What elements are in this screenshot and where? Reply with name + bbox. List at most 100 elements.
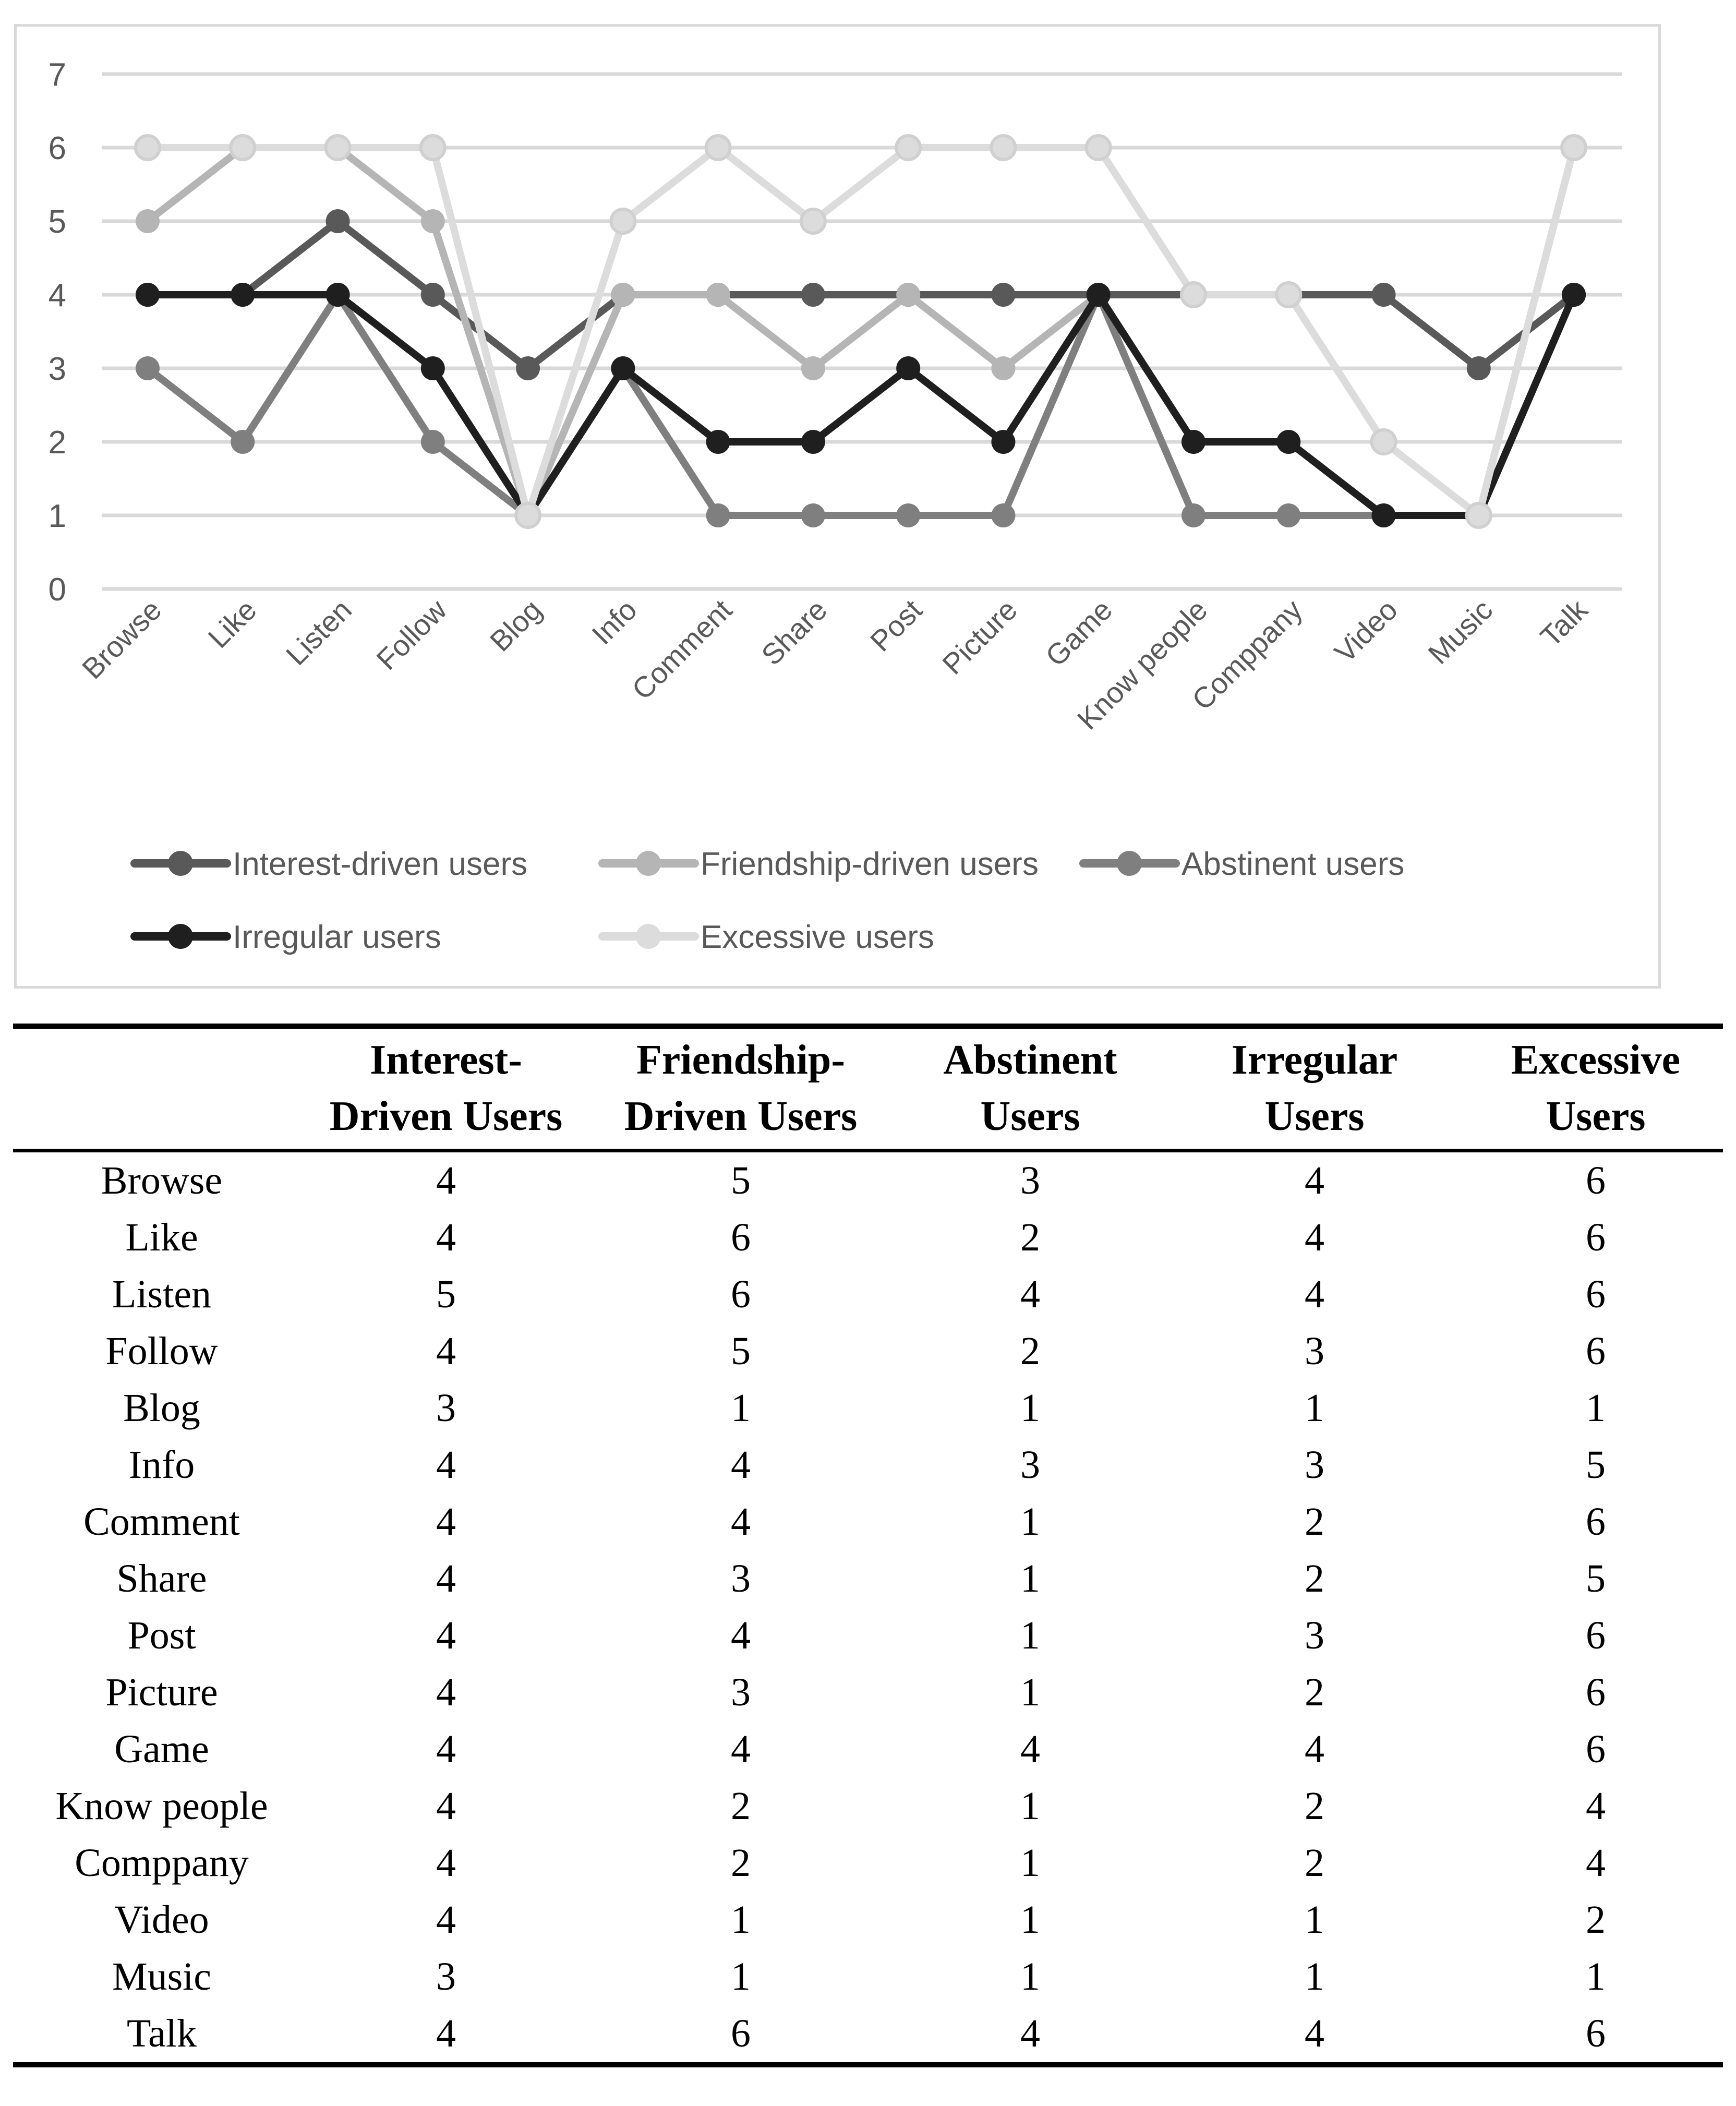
- table-cell: 4: [1586, 1841, 1606, 1885]
- table-row-label: Post: [127, 1614, 196, 1657]
- data-point-marker: [611, 283, 635, 307]
- table-cell: 4: [436, 1216, 456, 1259]
- table-header-line2: Driven Users: [624, 1093, 858, 1139]
- table-cell: 3: [1020, 1443, 1040, 1487]
- x-axis-category-label: Music: [1421, 593, 1499, 670]
- data-point-marker: [136, 356, 160, 380]
- data-point-marker: [514, 502, 542, 529]
- table-cell: 4: [436, 2012, 456, 2055]
- table-header-cell: Abstinent Users: [900, 1032, 1161, 1145]
- table-header-empty-cell: [13, 1032, 310, 1145]
- table-cell: 4: [731, 1614, 751, 1657]
- x-axis-category-label: Browse: [76, 593, 168, 685]
- table-top-rule: [13, 1024, 1723, 1029]
- table-cell: 1: [1305, 1898, 1324, 1942]
- table-header-line2: Users: [1264, 1093, 1365, 1139]
- line-chart-canvas: 0 1 2 3 4 5 6 7 Browse Like Listen Follow Blog InfoCo…: [49, 57, 1622, 955]
- table-cell: 2: [1020, 1216, 1040, 1259]
- table-cell: 3: [1305, 1329, 1324, 1373]
- table-cell: 2: [731, 1841, 751, 1885]
- y-axis-tick-label: 3: [49, 351, 66, 387]
- table-cell: 1: [1305, 1386, 1324, 1430]
- table-cell: 1: [1020, 1614, 1040, 1657]
- y-axis-tick-label: 7: [49, 57, 66, 93]
- data-point-marker: [1181, 503, 1205, 527]
- series-line: [148, 291, 1577, 519]
- x-axis-category-label: Info: [585, 593, 643, 651]
- table-row: Comppany 4 2 1 2 4: [13, 1835, 1723, 1892]
- table-row: Share 4 3 1 2 5: [13, 1550, 1723, 1607]
- table-cell: 2: [731, 1784, 751, 1828]
- table-cell: 1: [1020, 1955, 1040, 1999]
- table-cell: 2: [1586, 1898, 1606, 1942]
- table-cell: 6: [1586, 1216, 1606, 1259]
- table-cell: 4: [436, 1898, 456, 1942]
- table-cell: 5: [731, 1159, 751, 1202]
- table-row-label: Info: [128, 1443, 195, 1487]
- table-cell: 4: [1586, 1784, 1606, 1828]
- table-cell: 4: [1305, 1272, 1324, 1316]
- table-header-cell: Irregular Users: [1161, 1032, 1468, 1145]
- table-cell: 3: [731, 1670, 751, 1714]
- legend-marker-swatch: [636, 924, 661, 949]
- table-cell: 3: [436, 1386, 456, 1430]
- table-cell: 2: [1305, 1557, 1324, 1600]
- x-axis-category-label: Post: [864, 593, 929, 658]
- x-axis-category-label: Picture: [936, 593, 1023, 681]
- table-header-line1: Friendship-: [636, 1037, 846, 1083]
- table-header-line1: Excessive: [1511, 1037, 1681, 1083]
- table-cell: 4: [1020, 1272, 1040, 1316]
- table-row: Blog 3 1 1 1 1: [13, 1380, 1723, 1437]
- data-point-marker: [706, 283, 730, 307]
- table-row: Comment 4 4 1 2 6: [13, 1494, 1723, 1550]
- table-row-label: Blog: [123, 1386, 200, 1430]
- table-cell: 1: [1020, 1386, 1040, 1430]
- table-row: Like 4 6 2 4 6: [13, 1209, 1723, 1266]
- data-point-marker: [136, 209, 160, 233]
- legend-label: Interest-driven users: [233, 846, 527, 882]
- table-cell: 4: [436, 1159, 456, 1202]
- data-point-marker: [896, 356, 921, 380]
- table-row: Listen 5 6 4 4 6: [13, 1266, 1723, 1323]
- legend-item: Abstinent users: [1079, 846, 1404, 882]
- legend-label: Abstinent users: [1182, 846, 1404, 882]
- table-row-label: Share: [116, 1557, 207, 1600]
- table-cell: 4: [1305, 1216, 1324, 1259]
- y-axis-tick-label: 2: [49, 425, 66, 461]
- table-cell: 6: [1586, 1272, 1606, 1316]
- table-cell: 5: [1586, 1443, 1606, 1487]
- table-header-line2: Driven Users: [329, 1093, 563, 1139]
- table-cell: 1: [1020, 1784, 1040, 1828]
- table-row-label: Talk: [127, 2012, 197, 2055]
- legend-marker-swatch: [168, 851, 193, 876]
- table-cell: 4: [1020, 2012, 1040, 2055]
- table-header-line1: Abstinent: [943, 1037, 1117, 1083]
- table-row-label: Know people: [55, 1784, 268, 1828]
- table-cell: 1: [731, 1898, 751, 1942]
- data-point-marker: [1276, 503, 1301, 527]
- data-point-marker: [419, 134, 447, 161]
- table-cell: 1: [1020, 1841, 1040, 1885]
- data-point-marker: [896, 503, 921, 527]
- data-point-marker: [990, 134, 1017, 161]
- data-point-marker: [324, 134, 352, 161]
- table-cell: 4: [436, 1841, 456, 1885]
- table-cell: 6: [1586, 1329, 1606, 1373]
- table-row-label: Comppany: [75, 1841, 249, 1885]
- table-cell: 5: [1586, 1557, 1606, 1600]
- table-cell: 6: [1586, 1670, 1606, 1714]
- data-point-marker: [1465, 502, 1492, 529]
- table-row-label: Follow: [105, 1329, 218, 1373]
- data-point-marker: [136, 283, 160, 307]
- data-point-marker: [991, 356, 1016, 380]
- data-point-marker: [801, 356, 825, 380]
- series-line: [148, 218, 1576, 372]
- table-cell: 4: [436, 1784, 456, 1828]
- legend-label: Friendship-driven users: [701, 846, 1039, 882]
- data-point-marker: [516, 356, 540, 380]
- table-row: Talk 4 6 4 4 6: [13, 2005, 1723, 2062]
- table-cell: 5: [436, 1272, 456, 1316]
- table-row: Post 4 4 1 3 6: [13, 1607, 1723, 1664]
- table-cell: 4: [436, 1670, 456, 1714]
